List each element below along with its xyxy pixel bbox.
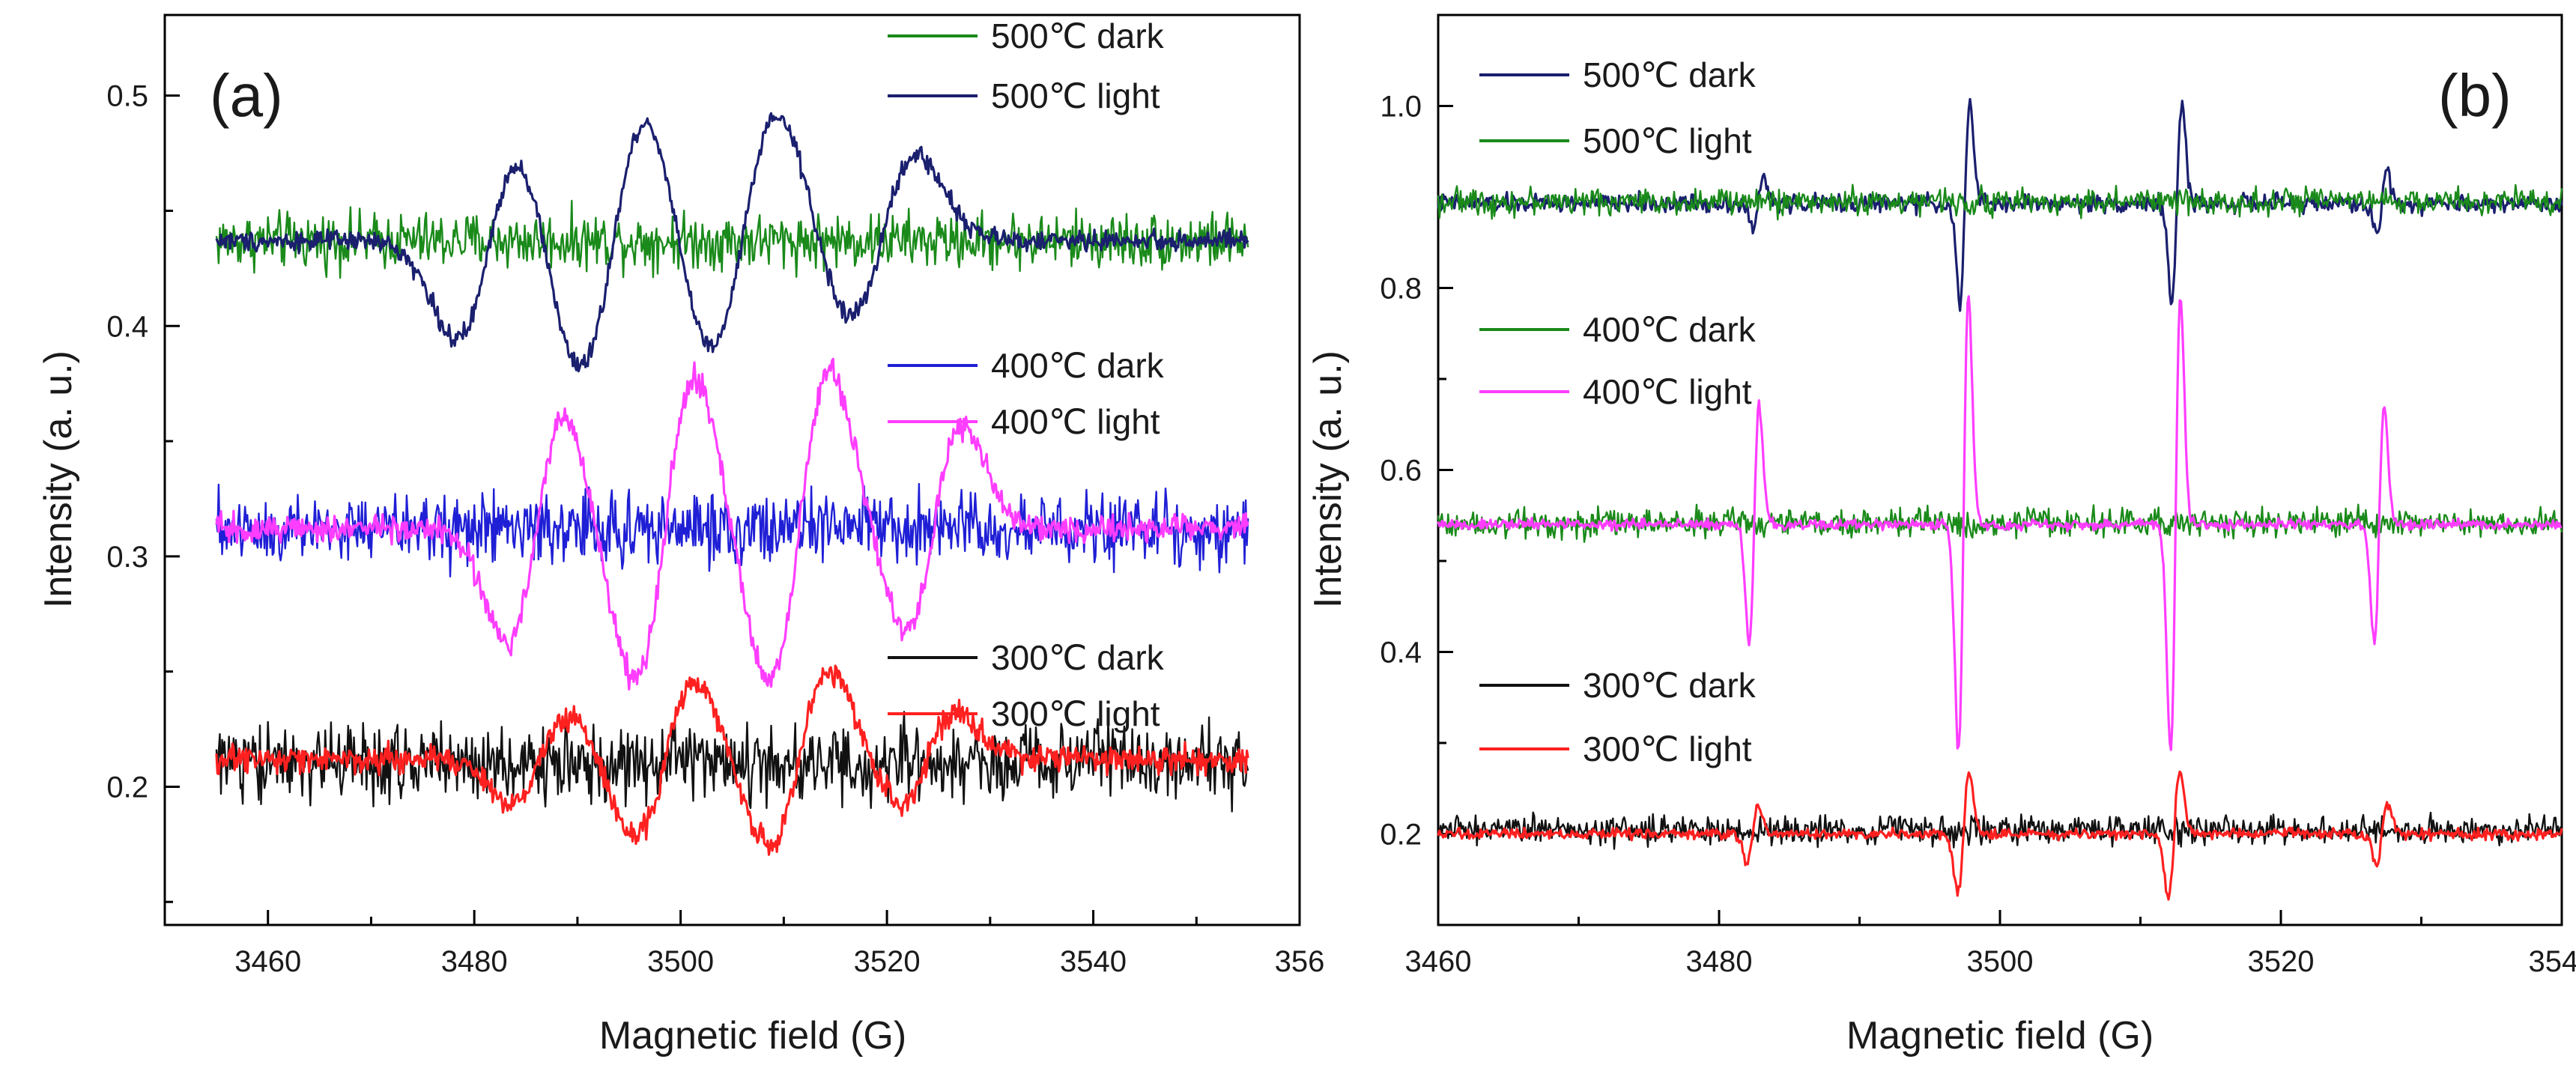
panel-b-ytick-label: 0.2 bbox=[1380, 819, 1422, 852]
panel-b: (b) Magnetic field (G) Intensity (a. u.)… bbox=[1306, 13, 2576, 1058]
panel-a-legend-label: 300℃ dark bbox=[991, 638, 1165, 677]
panel-a-frame bbox=[163, 13, 1301, 926]
panel-a-series-500-light bbox=[215, 112, 1249, 373]
panel-a-ticks: 3460 3480 3500 3520 3540 356 0.2 0.3 0.4 0.5 bbox=[106, 80, 1324, 978]
panel-b-legend: 500℃ dark 500℃ light 400℃ dark 400℃ light 30… bbox=[1479, 55, 1757, 768]
panel-b-series-300-dark bbox=[1437, 811, 2563, 850]
panel-b-xtick-label: 3460 bbox=[1405, 945, 1472, 978]
panel-b-ytick-label: 0.4 bbox=[1380, 637, 1422, 670]
panel-a-xtick-label: 3460 bbox=[234, 945, 301, 978]
panel-a-ytick-label: 0.5 bbox=[106, 80, 148, 113]
panel-b-legend-label: 500℃ light bbox=[1583, 121, 1752, 160]
panel-b-xtick-label: 3480 bbox=[1686, 945, 1753, 978]
panel-a-legend-label: 500℃ dark bbox=[991, 16, 1165, 55]
panel-b-series-400-dark bbox=[1437, 503, 2563, 543]
panel-a-xtick-label: 3520 bbox=[854, 945, 921, 978]
panel-a-series-300-light bbox=[215, 664, 1249, 856]
panel-b-legend-label: 300℃ dark bbox=[1583, 666, 1757, 705]
panel-b-legend-label: 300℃ light bbox=[1583, 729, 1752, 768]
panel-a-ytick-label: 0.4 bbox=[106, 310, 148, 343]
panel-a-legend-label: 300℃ light bbox=[991, 694, 1160, 733]
panel-b-series-300-light bbox=[1437, 770, 2563, 901]
panel-b-xtick-label: 3540 bbox=[2529, 945, 2576, 978]
panel-a-ytick-label: 0.3 bbox=[106, 541, 148, 574]
panel-a: (a) Magnetic field (G) Intensity (a. u.)… bbox=[37, 13, 1324, 1058]
panel-b-series-400-light bbox=[1437, 295, 2563, 751]
panel-a-series-400-light bbox=[215, 357, 1249, 691]
panel-b-ylabel: Intensity (a. u.) bbox=[1306, 351, 1350, 608]
panel-a-legend-label: 400℃ dark bbox=[991, 346, 1165, 385]
panel-a-xtick-label: 3500 bbox=[647, 945, 714, 978]
panel-b-xlabel: Magnetic field (G) bbox=[1846, 1014, 2154, 1058]
panel-a-ylabel: Intensity (a. u.) bbox=[37, 351, 80, 608]
panel-b-series-500-light bbox=[1437, 183, 2563, 221]
panel-b-label: (b) bbox=[2438, 62, 2512, 129]
panel-a-ytick-label: 0.2 bbox=[106, 771, 148, 804]
panel-b-ytick-label: 1.0 bbox=[1380, 91, 1422, 124]
panel-a-xtick-label: 3480 bbox=[441, 945, 508, 978]
panel-a-xtick-label: 356 bbox=[1275, 945, 1325, 978]
panel-a-legend-label: 500℃ light bbox=[991, 76, 1160, 115]
panel-a-series-500-dark bbox=[215, 199, 1249, 279]
panel-a-legend: 500℃ dark 500℃ light 400℃ dark 400℃ light 30… bbox=[888, 16, 1165, 733]
panel-a-label: (a) bbox=[210, 62, 283, 129]
panel-b-ytick-label: 0.6 bbox=[1380, 455, 1422, 488]
panel-a-series bbox=[215, 112, 1249, 856]
panel-b-series bbox=[1437, 97, 2563, 901]
panel-b-ticks: 3460 3480 3500 3520 3540 0.2 0.4 0.6 0.8 1.0 bbox=[1380, 13, 2576, 978]
panel-a-xtick-label: 3540 bbox=[1060, 945, 1127, 978]
panel-b-legend-label: 400℃ dark bbox=[1583, 310, 1757, 349]
panel-a-legend-label: 400℃ light bbox=[991, 402, 1160, 441]
panel-b-ytick-label: 0.8 bbox=[1380, 273, 1422, 306]
panel-b-xtick-label: 3500 bbox=[1967, 945, 2034, 978]
panel-b-legend-label: 400℃ light bbox=[1583, 372, 1752, 411]
panel-b-legend-label: 500℃ dark bbox=[1583, 55, 1757, 94]
panel-a-xlabel: Magnetic field (G) bbox=[599, 1014, 906, 1058]
panel-b-xtick-label: 3520 bbox=[2248, 945, 2315, 978]
